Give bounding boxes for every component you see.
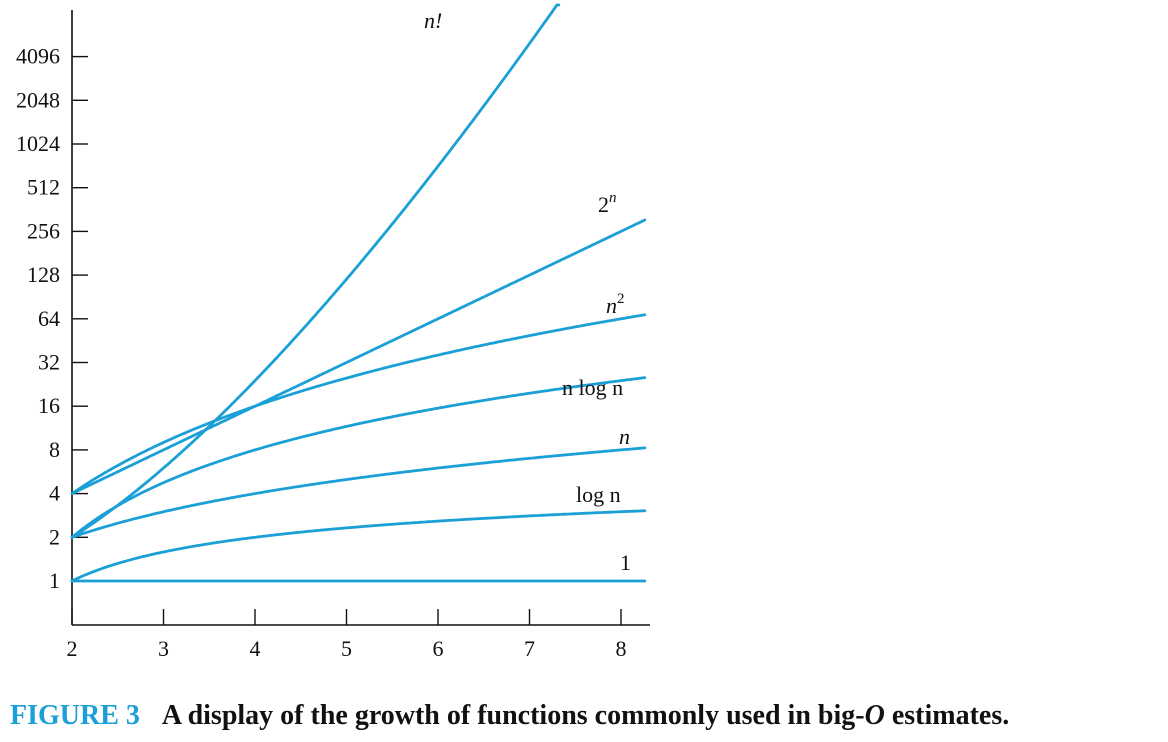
- figure-caption: FIGURE 3 A display of the growth of funct…: [10, 700, 1009, 732]
- y-tick-label: 2048: [16, 87, 60, 112]
- label-one: 1: [620, 550, 631, 575]
- y-tick-label: 128: [27, 262, 60, 287]
- x-tick-label: 5: [341, 636, 352, 661]
- y-tick-label: 256: [27, 218, 60, 243]
- label-fact: n!: [424, 8, 442, 33]
- caption-text-1: A display of the growth of functions com…: [161, 700, 865, 731]
- y-tick-label: 512: [27, 175, 60, 200]
- label-nlogn: n log n: [562, 375, 623, 400]
- label-logn: log n: [576, 482, 621, 507]
- x-ticks: 2 3 4 5 6 7 8: [67, 609, 627, 661]
- curve-n: [70, 446, 647, 539]
- curve-labels: 1 log n n n log n n2 2n n!: [424, 8, 631, 575]
- y-tick-label: 8: [49, 437, 60, 462]
- label-n2: n2: [606, 291, 625, 318]
- x-tick-label: 3: [158, 636, 169, 661]
- curve-fact: [70, 3, 561, 539]
- y-tick-label: 4: [49, 481, 60, 506]
- y-tick-label: 16: [38, 393, 60, 418]
- y-tick-label: 4096: [16, 44, 60, 69]
- curve-nlogn: [70, 376, 647, 539]
- x-tick-label: 6: [433, 636, 444, 661]
- x-tick-label: 7: [524, 636, 535, 661]
- y-ticks: 1 2 4 8 16 32 64 128 256 512 1024 2048 4096: [16, 44, 88, 593]
- label-2n: 2n: [598, 190, 617, 217]
- caption-text-2: estimates.: [884, 700, 1010, 731]
- caption-text-italic: O: [864, 700, 885, 731]
- x-tick-label: 8: [616, 636, 627, 661]
- curve-logn: [70, 509, 647, 583]
- x-tick-label: 4: [250, 636, 261, 661]
- y-tick-label: 1: [49, 568, 60, 593]
- figure-number: FIGURE 3: [10, 700, 140, 731]
- curve-n2: [70, 313, 647, 495]
- curves: [70, 3, 647, 583]
- y-tick-label: 64: [38, 306, 60, 331]
- label-n: n: [619, 424, 630, 449]
- y-tick-label: 32: [38, 350, 60, 375]
- y-tick-label: 2: [49, 524, 60, 549]
- curve-2n: [70, 218, 647, 495]
- x-tick-label: 2: [67, 636, 78, 661]
- y-tick-label: 1024: [16, 131, 60, 156]
